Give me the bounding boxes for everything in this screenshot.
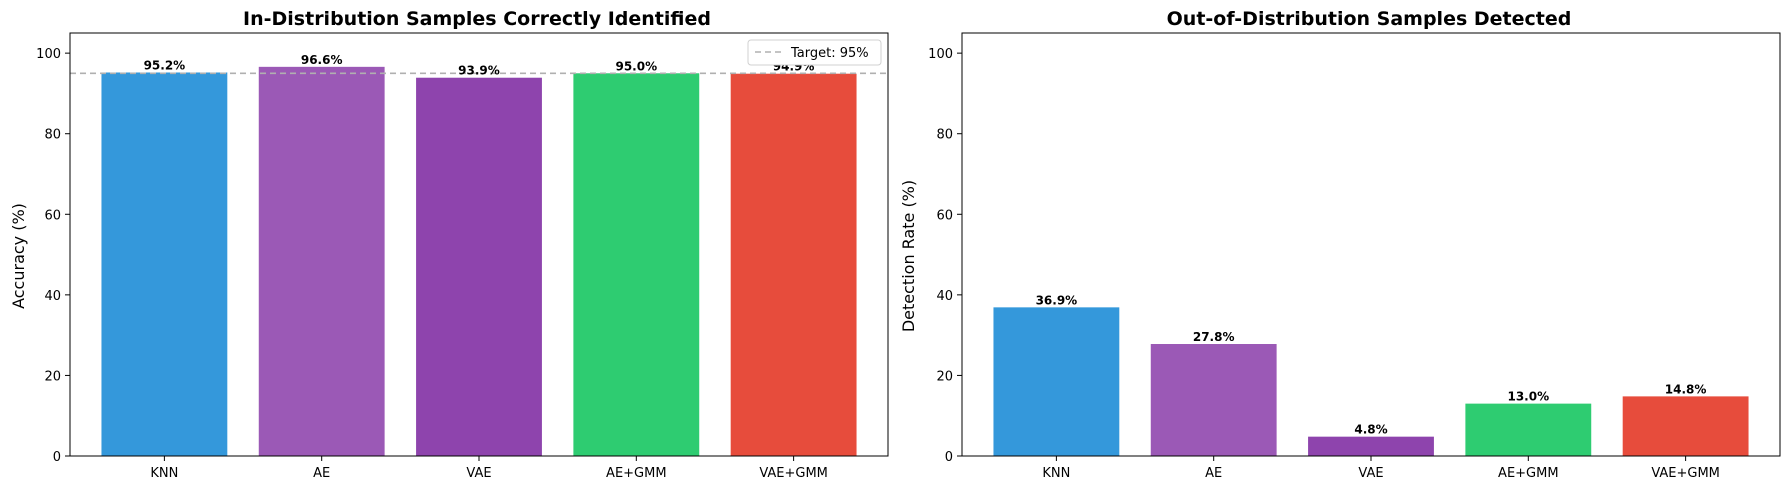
data-label: 95.2% bbox=[144, 58, 186, 72]
y-axis-label: Accuracy (%) bbox=[9, 203, 28, 309]
y-tick-label: 60 bbox=[44, 208, 61, 223]
x-tick-label: VAE bbox=[1358, 466, 1383, 481]
y-tick-label: 100 bbox=[36, 47, 61, 62]
y-tick-label: 80 bbox=[44, 128, 61, 143]
y-tick-label: 20 bbox=[44, 369, 61, 384]
data-labels: 95.2% 96.6%93.9% 95.0% 94.9% bbox=[144, 53, 815, 78]
data-label: 95.0% bbox=[615, 59, 657, 73]
bar-ae bbox=[258, 66, 385, 456]
legend: Target: 95% bbox=[747, 39, 882, 66]
chart-out-of-distribution: Out-of-Distribution Samples Detected Det… bbox=[899, 8, 1781, 481]
bar-ae-gmm bbox=[573, 73, 700, 457]
bar-vae-gmm bbox=[1622, 396, 1749, 456]
y-tick-label: 0 bbox=[945, 450, 953, 465]
data-label: 14.8% bbox=[1665, 382, 1707, 396]
y-axis-label: Detection Rate (%) bbox=[899, 180, 918, 332]
x-tick-label: KNN bbox=[1042, 466, 1070, 481]
bar-vae bbox=[416, 77, 542, 457]
data-label: 36.9% bbox=[1036, 293, 1078, 307]
y-tick-label: 40 bbox=[44, 289, 61, 304]
x-tick-label: VAE+GMM bbox=[759, 466, 828, 481]
x-tick-label: VAE bbox=[466, 466, 491, 481]
data-labels: 36.9% 27.8% 4.8% 13.0% 14.8% bbox=[1036, 293, 1707, 436]
x-tick-label: AE bbox=[1205, 466, 1222, 481]
legend-entry-target: Target: 95% bbox=[790, 46, 869, 61]
chart-in-distribution: In-Distribution Samples Correctly Identi… bbox=[9, 8, 889, 481]
chart-title: In-Distribution Samples Correctly Identi… bbox=[243, 8, 711, 30]
x-axis-ticks: KNN AE VAE AE+GMM VAE+GMM bbox=[150, 456, 828, 481]
data-label: 96.6% bbox=[301, 53, 343, 67]
chart-title: Out-of-Distribution Samples Detected bbox=[1167, 8, 1572, 30]
y-axis-ticks: 0 20 40 60 80 100 bbox=[36, 47, 70, 465]
y-tick-label: 40 bbox=[936, 289, 953, 304]
x-tick-label: AE bbox=[313, 466, 330, 481]
y-axis-ticks: 0 20 40 60 80 100 bbox=[928, 47, 962, 465]
bars bbox=[993, 307, 1749, 456]
bars bbox=[101, 66, 857, 457]
bar-vae-gmm bbox=[730, 73, 857, 456]
y-tick-label: 60 bbox=[936, 208, 953, 223]
y-tick-label: 80 bbox=[936, 128, 953, 143]
bar-knn bbox=[993, 307, 1120, 456]
bar-knn bbox=[101, 72, 228, 456]
bar-ae bbox=[1150, 344, 1277, 456]
data-label: 93.9% bbox=[458, 64, 500, 78]
data-label: 27.8% bbox=[1193, 330, 1235, 344]
y-tick-label: 20 bbox=[936, 369, 953, 384]
y-tick-label: 0 bbox=[53, 450, 61, 465]
x-tick-label: AE+GMM bbox=[1498, 466, 1559, 481]
x-tick-label: KNN bbox=[150, 466, 178, 481]
bar-ae-gmm bbox=[1465, 403, 1592, 456]
bar-vae bbox=[1308, 436, 1434, 456]
data-label: 13.0% bbox=[1507, 390, 1549, 404]
data-label: 4.8% bbox=[1354, 423, 1387, 437]
x-axis-ticks: KNN AE VAE AE+GMM VAE+GMM bbox=[1042, 456, 1720, 481]
x-tick-label: VAE+GMM bbox=[1651, 466, 1720, 481]
legend-box bbox=[747, 39, 882, 66]
y-tick-label: 100 bbox=[928, 47, 953, 62]
x-tick-label: AE+GMM bbox=[606, 466, 667, 481]
